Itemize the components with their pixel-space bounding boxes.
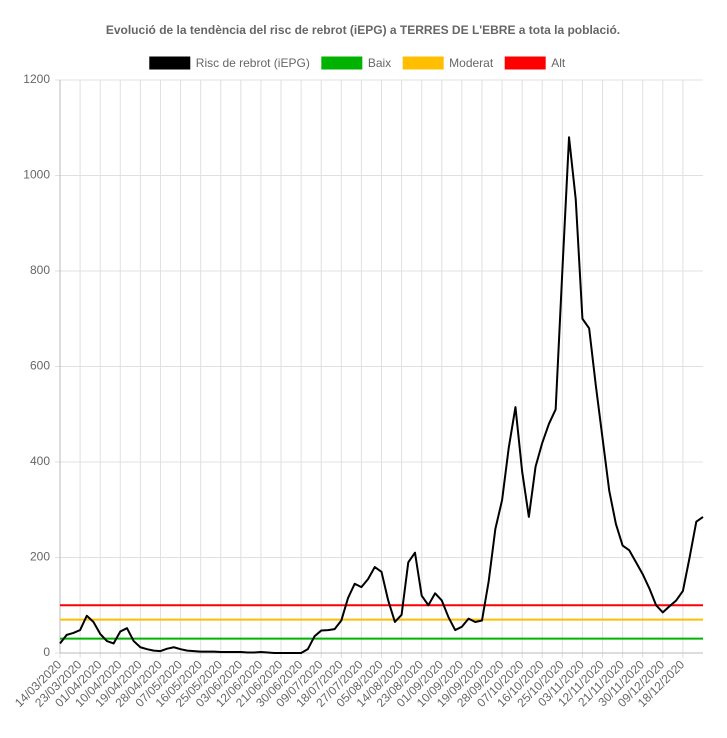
y-tick-label: 800	[30, 263, 50, 277]
y-tick-label: 400	[30, 454, 50, 468]
y-tick-label: 1000	[23, 168, 50, 182]
legend-label: Alt	[551, 56, 566, 70]
legend-swatch	[504, 56, 546, 70]
legend-swatch	[402, 56, 444, 70]
y-tick-label: 600	[30, 359, 50, 373]
y-tick-label: 0	[43, 645, 50, 659]
legend-label: Risc de rebrot (iEPG)	[196, 56, 310, 70]
legend-label: Baix	[368, 56, 391, 70]
legend-swatch	[149, 56, 191, 70]
line	[59, 136, 704, 654]
legend-label: Moderat	[449, 56, 494, 70]
chart-title: Evolució de la tendència del risc de reb…	[106, 23, 620, 37]
y-tick-label: 200	[30, 550, 50, 564]
legend-swatch	[321, 56, 363, 70]
y-tick-label: 1200	[23, 72, 50, 86]
